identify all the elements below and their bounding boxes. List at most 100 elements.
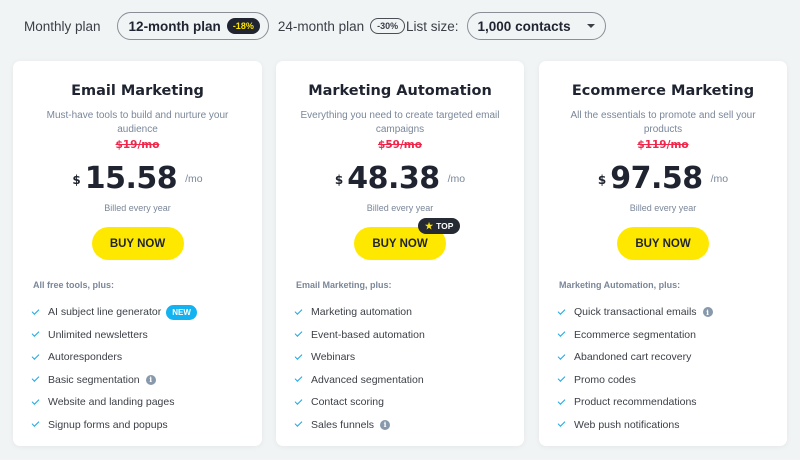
list-size-label: List size: [406,18,459,34]
check-icon [557,419,566,428]
feature-item: Abandoned cart recovery [557,346,713,369]
feature-item: Signup forms and popups [31,414,197,437]
check-icon [31,351,40,360]
check-icon [294,329,303,338]
check-icon [294,396,303,405]
list-size-dropdown[interactable]: 1,000 contacts [466,12,606,40]
check-icon [31,306,40,315]
buy-now-button[interactable]: BUY NOW [91,227,184,260]
buy-now-button[interactable]: BUY NOW [617,227,709,260]
check-icon [31,374,40,383]
24-month-plan-label: 24-month plan [277,18,365,34]
feature-list: Marketing automation Event-based automat… [294,301,425,437]
feature-item: Contact scoring [294,391,425,414]
24-month-plan-option[interactable]: 24-month plan -30% [277,18,406,34]
12-month-plan-option[interactable]: 12-month plan -18% [116,12,269,40]
price: $ 97.58 /mo [539,157,787,199]
list-size-value: 1,000 contacts [477,18,571,34]
feature-item: Product recommendations [557,391,713,414]
feature-label: Quick transactional emails [574,306,697,319]
feature-item: Ecommerce segmentation [557,324,713,347]
check-icon [31,419,40,428]
check-icon [31,396,40,405]
feature-label: Abandoned cart recovery [574,351,692,364]
check-icon [31,329,40,338]
feature-label: Product recommendations [574,396,697,409]
price-amount: 15.58 [84,160,178,196]
feature-item: Autoresponders [31,346,197,369]
features-heading: All free tools, plus: [33,280,115,290]
currency-symbol: $ [72,173,81,187]
billing-period-selector: Monthly plan 12-month plan -18% 24-month… [24,11,406,41]
info-icon[interactable]: i [702,307,713,318]
feature-item: Web push notifications [557,414,713,437]
currency-symbol: $ [334,173,344,187]
plan-card-marketing-automation: Marketing Automation Everything you need… [276,61,524,446]
discount-badge-30: -30% [370,18,406,34]
price: $ 15.58 /mo [13,157,262,199]
price-period: /mo [185,173,203,185]
billing-note: Billed every year [104,203,171,213]
feature-item: Event-based automation [294,324,425,347]
check-icon [294,306,303,315]
old-price: $119/mo [637,139,689,151]
check-icon [557,306,566,315]
feature-label: Sales funnels [311,418,375,431]
feature-label: Advanced segmentation [311,373,424,386]
plan-title: Ecommerce Marketing [571,83,755,99]
feature-label: Webinars [311,351,356,364]
feature-item: Sales funnels i [294,414,425,437]
check-icon [557,396,566,405]
plan-description: Everything you need to create targeted e… [300,110,500,135]
check-icon [557,329,566,338]
currency-symbol: $ [597,173,607,187]
price: $ 48.38 /mo [276,157,524,199]
feature-item: Basic segmentation i [31,369,197,392]
list-size-control: List size: 1,000 contacts [406,12,606,40]
caret-down-icon [586,24,595,28]
top-badge-label: TOP [436,221,454,231]
feature-label: Basic segmentation [48,373,140,386]
features-heading: Marketing Automation, plus: [559,280,681,290]
feature-item: Advanced segmentation [294,369,425,392]
top-badge: ★ TOP [418,218,461,234]
feature-item: Website and landing pages [31,391,197,414]
feature-item: AI subject line generator NEW [31,301,197,324]
feature-item: Quick transactional emails i [557,301,713,324]
feature-list: AI subject line generator NEW Unlimited n… [31,301,197,437]
info-icon[interactable]: i [380,419,391,430]
star-icon: ★ [425,220,434,231]
feature-label: Web push notifications [574,418,680,431]
discount-badge-18: -18% [226,18,260,34]
feature-label: Contact scoring [311,396,384,409]
check-icon [557,351,566,360]
info-icon[interactable]: i [145,374,156,385]
feature-label: Ecommerce segmentation [574,328,696,341]
plan-card-email-marketing: Email Marketing Must-have tools to build… [13,61,262,446]
feature-label: AI subject line generator [48,306,162,319]
old-price: $59/mo [378,139,422,151]
plan-description: All the essentials to promote and sell y… [570,110,756,135]
plan-description: Must-have tools to build and nurture you… [46,110,229,135]
check-icon [294,419,303,428]
plan-card-ecommerce-marketing: Ecommerce Marketing All the essentials t… [539,61,787,446]
new-badge: NEW [166,304,197,320]
feature-label: Signup forms and popups [48,418,168,431]
feature-item: Marketing automation [294,301,425,324]
price-period: /mo [710,173,729,185]
billing-note: Billed every year [366,203,434,213]
features-heading: Email Marketing, plus: [296,280,392,290]
monthly-plan-option[interactable]: Monthly plan [24,19,101,34]
price-period: /mo [447,173,466,185]
monthly-plan-label: Monthly plan [24,18,101,34]
feature-item: Webinars [294,346,425,369]
feature-label: Promo codes [574,373,636,386]
price-amount: 48.38 [347,160,440,196]
feature-item: Unlimited newsletters [31,324,197,347]
feature-item: Promo codes [557,369,713,392]
plan-title: Marketing Automation [308,83,492,99]
check-icon [294,374,303,383]
feature-label: Event-based automation [311,328,425,341]
check-icon [557,374,566,383]
feature-list: Quick transactional emails i Ecommerce se… [557,301,713,437]
